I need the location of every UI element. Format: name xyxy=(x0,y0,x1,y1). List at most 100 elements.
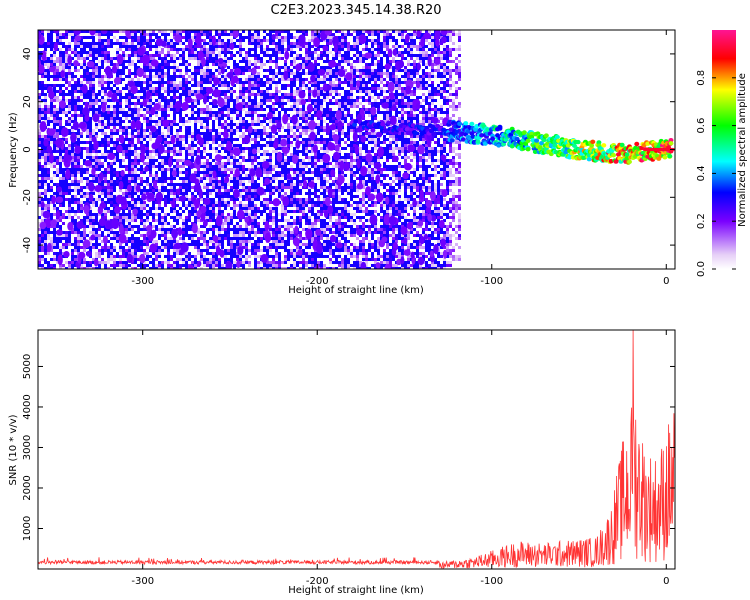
heatmap-cell xyxy=(236,45,239,48)
heatmap-cell xyxy=(137,225,140,228)
heatmap-cell xyxy=(74,180,77,183)
heatmap-cell xyxy=(116,231,119,234)
heatmap-cell xyxy=(128,210,131,213)
heatmap-cell xyxy=(176,141,179,144)
heatmap-cell xyxy=(182,84,185,87)
heatmap-cell xyxy=(221,183,224,186)
heatmap-cell xyxy=(230,222,233,225)
heatmap-cell xyxy=(152,30,155,33)
heatmap-cell xyxy=(125,252,128,255)
heatmap-cell xyxy=(179,213,182,216)
heatmap-cell xyxy=(38,192,41,195)
heatmap-cell xyxy=(251,75,254,78)
heatmap-cell xyxy=(251,186,254,189)
heatmap-cell xyxy=(83,177,86,180)
heatmap-cell xyxy=(134,33,137,36)
heatmap-cell xyxy=(245,240,248,243)
heatmap-cell xyxy=(209,45,212,48)
heatmap-cell xyxy=(260,144,263,147)
heatmap-cell xyxy=(110,252,113,255)
heatmap-cell xyxy=(182,210,185,213)
heatmap-cell xyxy=(95,213,98,216)
heatmap-cell xyxy=(248,36,251,39)
heatmap-cell xyxy=(128,57,131,60)
heatmap-cell xyxy=(284,267,287,269)
heatmap-cell xyxy=(164,216,167,219)
heatmap-cell xyxy=(221,195,224,198)
heatmap-cell xyxy=(77,156,80,159)
heatmap-cell xyxy=(92,216,95,219)
heatmap-cell xyxy=(125,132,128,135)
heatmap-cell xyxy=(119,72,122,75)
heatmap-cell xyxy=(116,75,119,78)
heatmap-cell xyxy=(248,93,251,96)
heatmap-cell xyxy=(269,84,272,87)
heatmap-cell xyxy=(176,42,179,45)
heatmap-cell xyxy=(143,237,146,240)
heatmap-cell xyxy=(221,111,224,114)
heatmap-cell xyxy=(215,33,218,36)
heatmap-cell xyxy=(218,165,221,168)
heatmap-cell xyxy=(251,225,254,228)
heatmap-cell xyxy=(185,36,188,39)
heatmap-cell xyxy=(152,258,155,261)
heatmap-cell xyxy=(203,111,206,114)
heatmap-cell xyxy=(251,81,254,84)
heatmap-cell xyxy=(251,156,254,159)
heatmap-cell xyxy=(77,45,80,48)
heatmap-cell xyxy=(212,231,215,234)
heatmap-cell xyxy=(101,153,104,156)
heatmap-cell xyxy=(143,129,146,132)
heatmap-cell xyxy=(104,228,107,231)
heatmap-cell xyxy=(83,63,86,66)
heatmap-cell xyxy=(182,54,185,57)
heatmap-cell xyxy=(260,84,263,87)
heatmap-cell xyxy=(266,171,269,174)
heatmap-cell xyxy=(185,90,188,93)
heatmap-cell xyxy=(230,237,233,240)
heatmap-cell xyxy=(80,150,83,153)
heatmap-cell xyxy=(161,159,164,162)
heatmap-cell xyxy=(242,180,245,183)
heatmap-cell xyxy=(95,54,98,57)
heatmap-cell xyxy=(263,153,266,156)
heatmap-cell xyxy=(182,186,185,189)
heatmap-cell xyxy=(218,228,221,231)
heatmap-cell xyxy=(269,141,272,144)
heatmap-cell xyxy=(263,90,266,93)
heatmap-cell xyxy=(203,72,206,75)
heatmap-cell xyxy=(236,96,239,99)
heatmap-cell xyxy=(287,240,290,243)
heatmap-cell xyxy=(149,54,152,57)
heatmap-cell xyxy=(167,189,170,192)
heatmap-cell xyxy=(191,141,194,144)
heatmap-cell xyxy=(194,78,197,81)
heatmap-cell xyxy=(281,102,284,105)
heatmap-cell xyxy=(116,264,119,267)
heatmap-cell xyxy=(65,99,68,102)
heatmap-cell xyxy=(164,186,167,189)
heatmap-cell xyxy=(38,255,41,258)
heatmap-cell xyxy=(92,69,95,72)
heatmap-cell xyxy=(206,252,209,255)
heatmap-cell xyxy=(68,123,71,126)
heatmap-cell xyxy=(164,177,167,180)
heatmap-cell xyxy=(59,168,62,171)
heatmap-cell xyxy=(110,69,113,72)
heatmap-cell xyxy=(209,54,212,57)
heatmap-cell xyxy=(134,156,137,159)
heatmap-cell xyxy=(77,159,80,162)
heatmap-cell xyxy=(164,261,167,264)
heatmap-cell xyxy=(161,30,164,33)
heatmap-cell xyxy=(158,207,161,210)
heatmap-cell xyxy=(284,258,287,261)
heatmap-cell xyxy=(116,234,119,237)
heatmap-cell xyxy=(164,180,167,183)
heatmap-cell xyxy=(257,45,260,48)
heatmap-cell xyxy=(269,69,272,72)
heatmap-cell xyxy=(203,231,206,234)
heatmap-cell xyxy=(47,135,50,138)
heatmap-cell xyxy=(161,39,164,42)
heatmap-cell xyxy=(200,177,203,180)
heatmap-cell xyxy=(56,171,59,174)
